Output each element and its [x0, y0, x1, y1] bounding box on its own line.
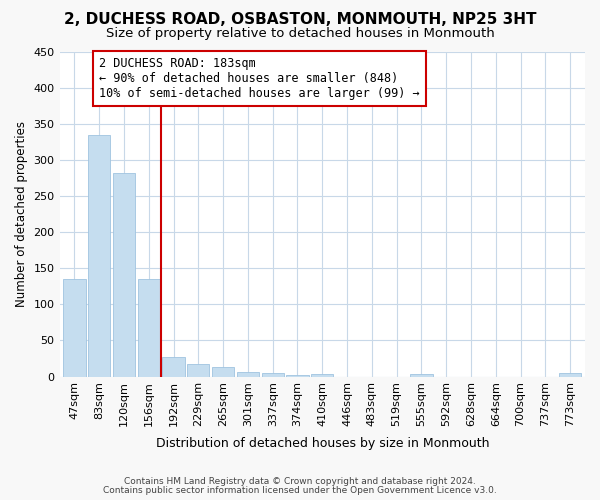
Bar: [212, 367, 234, 376]
Bar: [286, 375, 308, 376]
Y-axis label: Number of detached properties: Number of detached properties: [15, 121, 28, 307]
Bar: [113, 173, 135, 376]
Bar: [187, 364, 209, 376]
Bar: [262, 373, 284, 376]
Bar: [137, 279, 160, 376]
Bar: [559, 373, 581, 376]
Bar: [63, 279, 86, 376]
X-axis label: Distribution of detached houses by size in Monmouth: Distribution of detached houses by size …: [155, 437, 489, 450]
Bar: [311, 374, 334, 376]
Text: Size of property relative to detached houses in Monmouth: Size of property relative to detached ho…: [106, 28, 494, 40]
Bar: [88, 134, 110, 376]
Text: 2, DUCHESS ROAD, OSBASTON, MONMOUTH, NP25 3HT: 2, DUCHESS ROAD, OSBASTON, MONMOUTH, NP2…: [64, 12, 536, 28]
Text: Contains public sector information licensed under the Open Government Licence v3: Contains public sector information licen…: [103, 486, 497, 495]
Bar: [237, 372, 259, 376]
Bar: [163, 357, 185, 376]
Text: Contains HM Land Registry data © Crown copyright and database right 2024.: Contains HM Land Registry data © Crown c…: [124, 477, 476, 486]
Text: 2 DUCHESS ROAD: 183sqm
← 90% of detached houses are smaller (848)
10% of semi-de: 2 DUCHESS ROAD: 183sqm ← 90% of detached…: [99, 58, 420, 100]
Bar: [410, 374, 433, 376]
